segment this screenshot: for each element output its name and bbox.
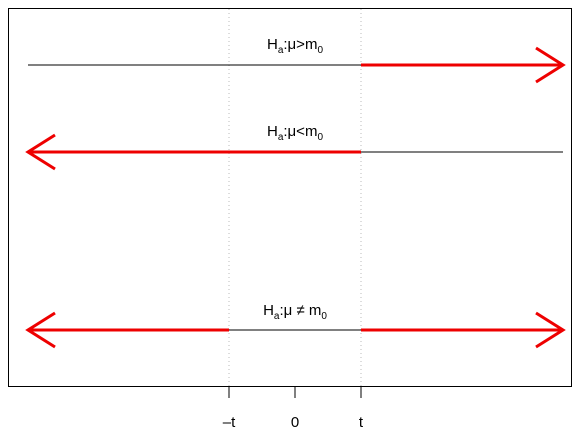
hypothesis-two-tail: Ha:μ ≠ m0: [25, 302, 566, 349]
label-upper-tail: Ha:μ>m0: [267, 36, 323, 56]
arrowhead-right-two: [535, 311, 566, 349]
tick-label-t: t: [359, 414, 364, 431]
hypothesis-upper-tail: Ha:μ>m0: [28, 36, 566, 84]
arrowhead-left-two: [25, 311, 56, 349]
arrowhead-left-lower: [25, 133, 56, 171]
plot-frame: [8, 8, 572, 387]
hypothesis-lower-tail: Ha:μ<m0: [25, 123, 563, 171]
x-axis: –t 0 t: [223, 387, 364, 431]
label-two-tail: Ha:μ ≠ m0: [263, 302, 327, 322]
tick-label-neg-t: –t: [223, 414, 236, 431]
arrowhead-right-upper: [535, 46, 566, 84]
tick-label-zero: 0: [291, 414, 299, 431]
label-lower-tail: Ha:μ<m0: [267, 123, 323, 143]
